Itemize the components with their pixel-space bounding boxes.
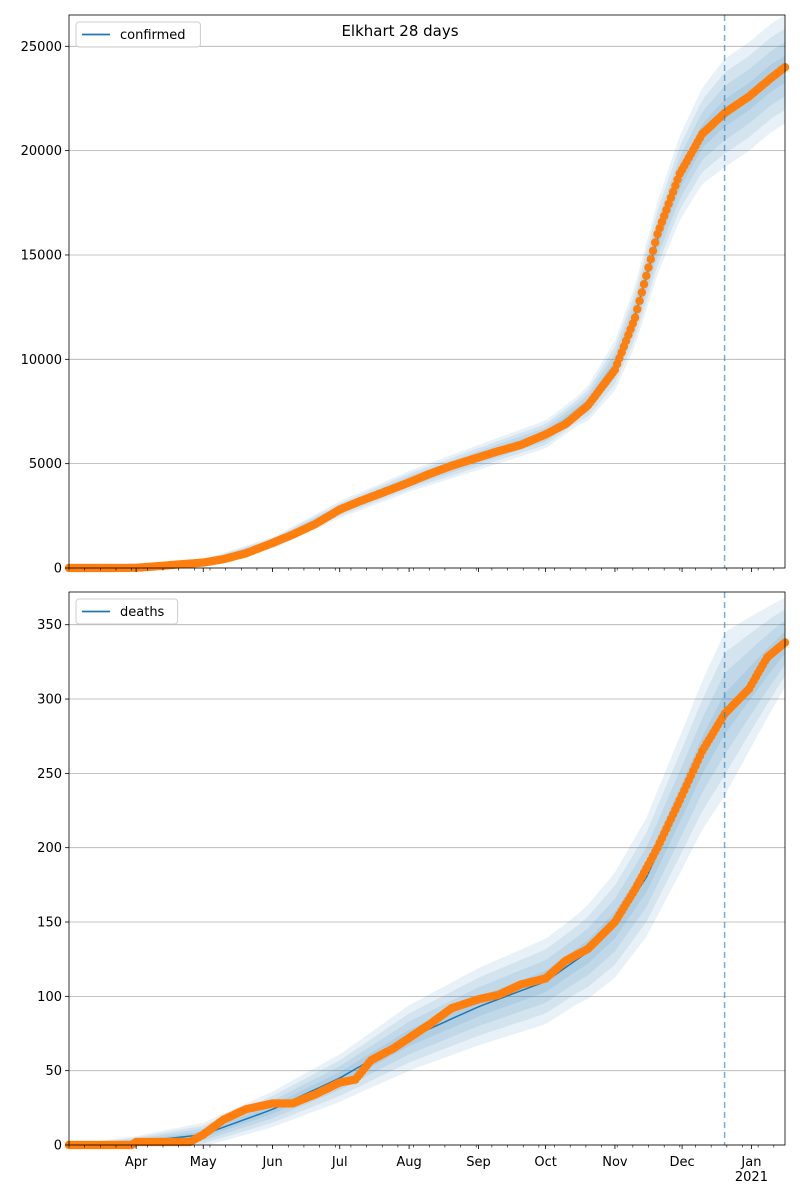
uncertainty-band-2 (69, 28, 785, 569)
data-point (648, 246, 658, 255)
y-tick-label: 200 (37, 841, 62, 856)
x-tick-label: Nov (602, 1155, 628, 1170)
uncertainty-band-1 (69, 15, 785, 568)
x-tick-label: Apr (125, 1155, 148, 1170)
model-line (68, 641, 786, 1146)
x-tick-label: Dec (669, 1155, 694, 1170)
y-tick-label: 15000 (21, 248, 62, 263)
uncertainty-band-1 (69, 597, 785, 1145)
x-tick-label: Jan (740, 1155, 761, 1170)
uncertainty-band-4 (69, 55, 785, 568)
confirmed-panel: 0 5000 10000 15000 20000 25000 confirmed (21, 14, 790, 577)
x-tick-label: May (190, 1155, 217, 1170)
y-tick-label: 300 (37, 693, 62, 708)
legend-box (75, 598, 179, 625)
data-point (646, 255, 655, 264)
data-point (633, 305, 642, 314)
y-tick-label: 10000 (21, 353, 62, 368)
data-point (637, 288, 646, 297)
legend-box (75, 21, 201, 48)
uncertainty-band-4 (69, 631, 785, 1145)
figure-title: Elkhart 28 days (341, 22, 459, 40)
deaths-panel: 0 50 100 150 200 250 300 350 Apr May Jun Jul Aug Sep O… (37, 591, 790, 1185)
data-point (644, 263, 653, 272)
x-tick-label: Jul (331, 1155, 348, 1170)
data-point (630, 313, 640, 322)
data-point (639, 280, 649, 289)
y-tick-label: 0 (54, 562, 62, 577)
data-point (642, 271, 651, 280)
data-point (651, 238, 660, 247)
data-point (635, 296, 644, 306)
y-tick-label: 20000 (21, 144, 62, 159)
y-tick-label: 250 (37, 767, 62, 782)
x-tick-label: 2021 (735, 1170, 768, 1185)
x-tick-label: Jun (261, 1155, 282, 1170)
axes-frame (68, 14, 786, 569)
y-tick-label: 100 (37, 990, 62, 1005)
y-tick-label: 350 (37, 618, 62, 633)
x-tick-label: Aug (396, 1155, 421, 1170)
y-tick-label: 0 (54, 1139, 62, 1154)
y-tick-label: 50 (45, 1064, 62, 1079)
uncertainty-band-3 (69, 42, 785, 569)
y-tick-label: 5000 (29, 457, 62, 472)
x-tick-label: Oct (534, 1155, 556, 1170)
legend-label: confirmed (120, 28, 186, 43)
y-tick-label: 25000 (21, 40, 62, 55)
y-tick-label: 150 (37, 916, 62, 931)
axes-frame (68, 591, 786, 1146)
x-tick-label: Sep (466, 1155, 491, 1170)
legend-label: deaths (120, 605, 165, 620)
